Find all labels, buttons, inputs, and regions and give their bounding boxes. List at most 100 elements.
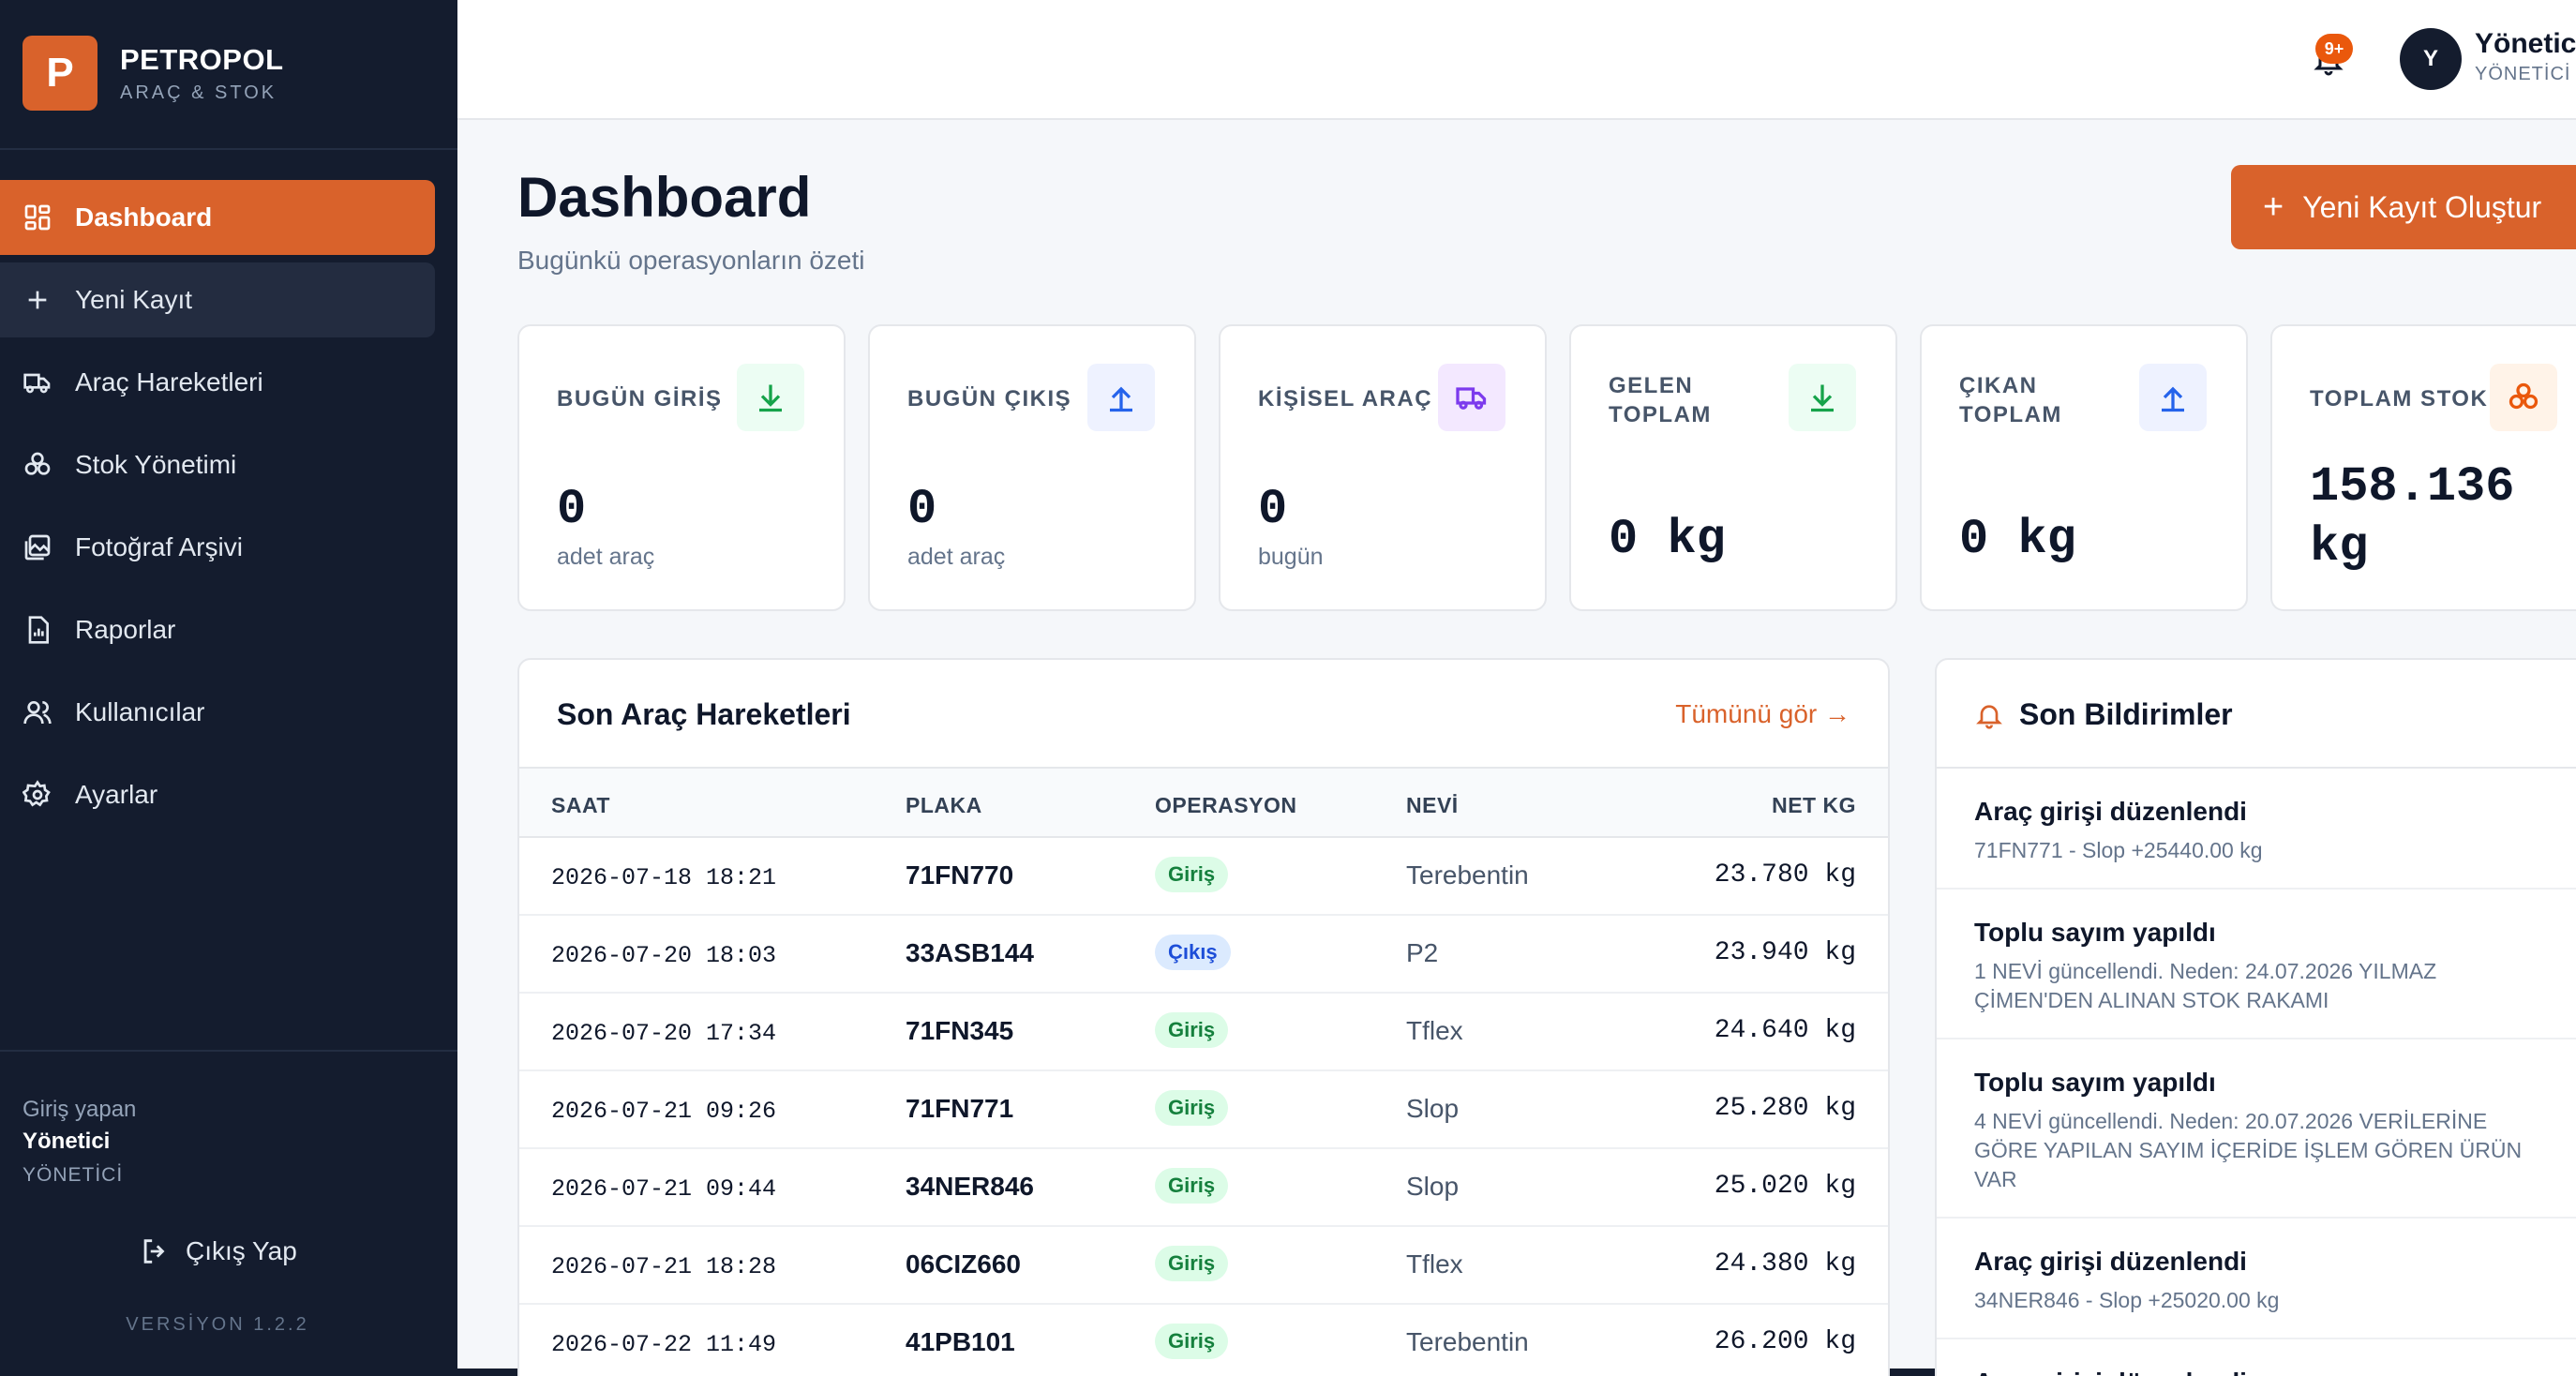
stat-value: 0 [1258,482,1288,537]
notification-title: Araç girişi düzenlendi [1974,1368,2570,1376]
notification-description: 1 NEVİ güncellendi. Neden: 24.07.2026 YI… [1974,959,2437,1012]
cell-operation: Giriş [1155,1324,1229,1359]
column-header-operation[interactable]: OPERASYON [1155,793,1297,817]
cell-net-kg: 23.780 kg [1714,860,1856,890]
sidebar-item-label: Raporlar [75,615,176,644]
column-header-type[interactable]: NEVİ [1406,793,1459,817]
notification-item[interactable]: Araç girişi düzenlendi 34NER846 - Slop +2… [1937,1219,2576,1339]
logged-in-label: Giriş yapan [22,1097,137,1122]
notification-description: 34NER846 - Slop +25020.00 kg [1974,1288,2280,1312]
notification-item[interactable]: Araç girişi düzenlendi 71FN771 - Slop +25… [1937,769,2576,890]
column-header-time[interactable]: SAAT [551,793,610,817]
stat-card-outgoing-total: ÇIKAN TOPLAM 0 kg [1920,324,2248,611]
grid-icon [22,202,52,232]
see-all-link[interactable]: Tümünü gör → [1675,699,1850,728]
truck-icon [1438,364,1505,431]
logout-label: Çıkış Yap [186,1236,297,1265]
column-header-net-kg[interactable]: NET KG [1772,793,1856,817]
stat-card-incoming-total: GELEN TOPLAM 0 kg [1569,324,1897,611]
sidebar-item-dashboard[interactable]: Dashboard [0,180,435,255]
bell-icon [1976,704,2002,729]
cell-plate: 71FN345 [906,1016,1014,1045]
brand[interactable]: P PETROPOL ARAÇ & STOK [22,36,284,111]
sidebar-item-label: Yeni Kayıt [75,285,193,314]
cell-plate: 33ASB144 [906,938,1034,967]
cell-type: Slop [1406,1172,1460,1201]
stat-card-total-stock: TOPLAM STOK 158.136 kg [2270,324,2576,611]
notification-item[interactable]: Toplu sayım yapıldı 4 NEVİ güncellendi. N… [1937,1039,2576,1219]
stat-card-personal-vehicle: KİŞİSEL ARAÇ 0 bugün [1219,324,1547,611]
new-record-button[interactable]: + Yeni Kayıt Oluştur [2231,165,2576,249]
logged-in-name: Yönetici [22,1129,111,1154]
cell-plate: 71FN771 [906,1094,1014,1123]
sidebar-divider [0,1050,457,1052]
stat-label: BUGÜN ÇIKIŞ [907,386,1072,411]
sidebar-item-stock[interactable]: Stok Yönetimi [0,427,435,502]
logged-in-user: Giriş yapan Yönetici YÖNETİCİ [22,1097,136,1187]
table-row[interactable]: 2026-07-21 18:28 06CIZ660 Giriş Tflex 24.380… [519,1227,1888,1305]
upload-icon [1087,364,1155,431]
cell-operation: Çıkış [1155,935,1231,970]
brand-name: PETROPOL [120,42,284,76]
stat-value: 0 [907,482,937,537]
sidebar-item-label: Fotoğraf Arşivi [75,532,243,561]
user-name: Yönetici [2475,28,2576,59]
plus-icon: + [2263,187,2284,227]
logged-in-role: YÖNETİCİ [22,1164,124,1186]
logout-button[interactable]: Çıkış Yap [139,1235,297,1267]
cell-operation: Giriş [1155,1246,1229,1281]
brand-logo: P [22,36,97,111]
column-header-plate[interactable]: PLAKA [906,793,982,817]
movements-table-body: 2026-07-18 18:21 71FN770 Giriş Terebentin 23… [519,838,1888,1376]
sidebar-item-settings[interactable]: Ayarlar [0,757,435,832]
sidebar-item-photo-archive[interactable]: Fotoğraf Arşivi [0,510,435,585]
cell-type: P2 [1406,938,1439,967]
notifications-panel: Son Bildirimler Araç girişi düzenlendi 71… [1935,658,2576,1376]
upload-icon [2139,364,2207,431]
download-icon [737,364,804,431]
user-menu[interactable]: Yönetici YÖNETİCİ [2475,28,2576,85]
download-icon [1789,364,1856,431]
cell-type: Terebentin [1406,1327,1529,1356]
cell-time: 2026-07-20 18:03 [551,942,777,969]
cell-plate: 06CIZ660 [906,1249,1021,1279]
cell-type: Tflex [1406,1249,1463,1279]
operation-badge: Giriş [1155,1090,1229,1126]
notification-description: 4 NEVİ güncellendi. Neden: 20.07.2026 VE… [1974,1109,2523,1191]
report-icon [22,615,52,645]
cell-time: 2026-07-21 09:26 [551,1098,777,1125]
table-row[interactable]: 2026-07-20 18:03 33ASB144 Çıkış P2 23.940 kg [519,916,1888,994]
cell-plate: 71FN770 [906,860,1014,890]
table-row[interactable]: 2026-07-20 17:34 71FN345 Giriş Tflex 24.640 … [519,994,1888,1071]
table-row[interactable]: 2026-07-18 18:21 71FN770 Giriş Terebentin 23… [519,838,1888,916]
table-row[interactable]: 2026-07-21 09:26 71FN771 Giriş Slop 25.280 k… [519,1071,1888,1149]
cell-time: 2026-07-22 11:49 [551,1331,777,1358]
table-row[interactable]: 2026-07-21 09:44 34NER846 Giriş Slop 25.020 … [519,1149,1888,1227]
sidebar-nav: Dashboard Yeni Kayıt Araç Hareketleri St… [0,180,457,840]
logout-icon [143,1239,165,1264]
sidebar-item-vehicle-movements[interactable]: Araç Hareketleri [0,345,435,420]
sidebar-divider [0,148,457,150]
avatar[interactable]: Y [2400,28,2462,90]
cell-operation: Giriş [1155,1168,1229,1204]
sidebar-item-label: Ayarlar [75,780,158,809]
table-header: SAAT PLAKA OPERASYON NEVİ NET KG [519,767,1888,838]
notification-item[interactable]: Toplu sayım yapıldı 1 NEVİ güncellendi. N… [1937,890,2576,1039]
table-row[interactable]: 2026-07-22 11:49 41PB101 Giriş Terebentin 26… [519,1305,1888,1376]
stat-unit: adet araç [907,544,1006,570]
truck-icon [22,367,52,397]
notification-item[interactable]: Araç girişi düzenlendi [1937,1339,2576,1376]
cell-net-kg: 24.640 kg [1714,1016,1856,1045]
page-title: Dashboard [517,166,812,229]
cell-type: Slop [1406,1094,1460,1123]
cell-net-kg: 24.380 kg [1714,1249,1856,1279]
stat-unit: bugün [1258,544,1324,570]
cell-plate: 34NER846 [906,1172,1034,1201]
operation-badge: Giriş [1155,1246,1229,1281]
sidebar-item-users[interactable]: Kullanıcılar [0,675,435,750]
sidebar-item-new-record[interactable]: Yeni Kayıt [0,262,435,337]
stat-label: GELEN TOPLAM [1609,373,1712,427]
notifications-list: Araç girişi düzenlendi 71FN771 - Slop +25… [1937,767,2576,1376]
cell-time: 2026-07-18 18:21 [551,864,777,891]
sidebar-item-reports[interactable]: Raporlar [0,592,435,667]
